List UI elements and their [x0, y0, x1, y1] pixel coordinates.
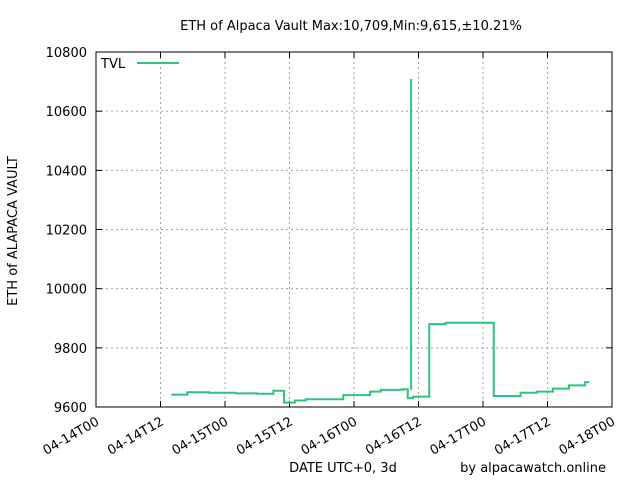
axis-ticks [95, 51, 613, 408]
y-tick-label: 9800 [54, 342, 87, 357]
y-axis-label: ETH of ALAPACA VAULT [6, 156, 21, 306]
y-tick-labels: 9600 9800 10000 10200 10400 10600 10800 [46, 46, 87, 416]
y-tick-label: 9600 [54, 401, 87, 416]
y-tick-label: 10600 [46, 105, 87, 120]
y-tick-label: 10400 [46, 164, 87, 179]
y-tick-label: 10000 [46, 283, 87, 298]
grid-lines [96, 52, 612, 407]
y-tick-label: 10200 [46, 224, 87, 239]
legend: TVL [100, 57, 179, 72]
series-group [171, 78, 590, 404]
x-axis-label: DATE UTC+0, 3d [289, 461, 397, 476]
y-tick-label: 10800 [46, 46, 87, 61]
chart-title: ETH of Alpaca Vault Max:10,709,Min:9,615… [180, 19, 522, 34]
series-line-tvl [171, 321, 590, 404]
credit-text: by alpacawatch.online [460, 461, 606, 476]
legend-label: TVL [100, 57, 126, 72]
